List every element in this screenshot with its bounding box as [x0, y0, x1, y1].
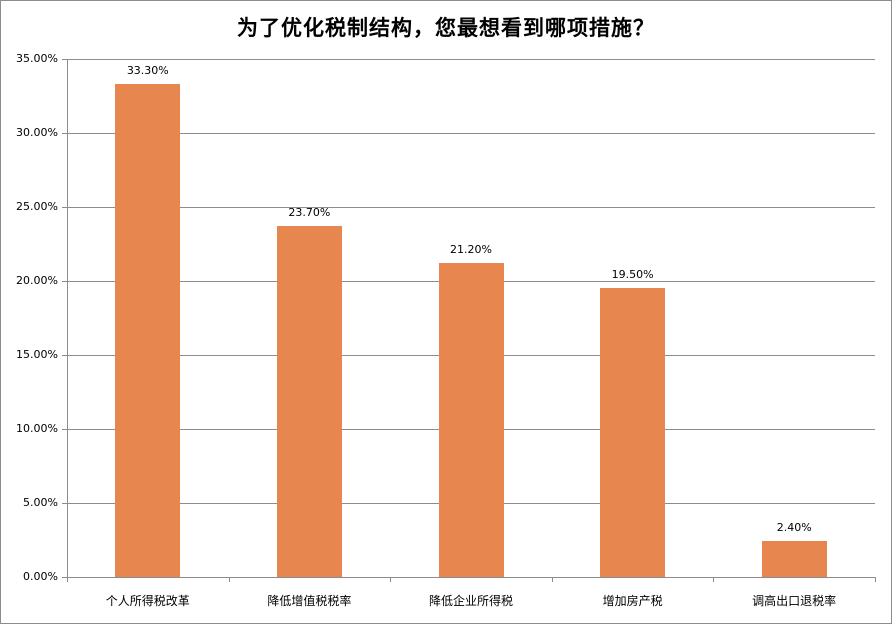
x-tick: [67, 577, 68, 582]
x-tick: [713, 577, 714, 582]
data-label: 33.30%: [126, 64, 169, 78]
bar: [600, 288, 666, 577]
y-tick-label: 15.00%: [16, 348, 58, 361]
bar: [761, 541, 827, 577]
y-tick-label: 5.00%: [23, 496, 58, 509]
x-tick-label: 降低企业所得税: [428, 594, 513, 608]
y-tick: [62, 207, 67, 208]
y-tick-label: 0.00%: [23, 570, 58, 583]
data-label: 19.50%: [611, 268, 654, 282]
x-tick-label: 个人所得税改革: [105, 594, 190, 608]
y-tick: [62, 281, 67, 282]
x-tick-label: 降低增值税税率: [267, 594, 352, 608]
data-label: 21.20%: [450, 243, 492, 257]
x-tick-label: 调高出口退税率: [752, 594, 837, 608]
y-tick: [62, 577, 67, 578]
data-label: 2.40%: [776, 521, 812, 535]
bar: [438, 263, 504, 577]
bar: [115, 84, 181, 577]
chart-title: 为了优化税制结构，您最想看到哪项措施？: [237, 15, 655, 40]
y-tick: [62, 59, 67, 60]
y-tick: [62, 355, 67, 356]
gridline: [67, 59, 875, 60]
y-axis-line: [67, 59, 68, 581]
y-tick: [62, 133, 67, 134]
plot-area: 33.30% 23.70% 21.20% 19.50% 2.40%: [62, 59, 876, 582]
x-tick: [875, 577, 876, 582]
x-tick: [552, 577, 553, 582]
x-tick: [229, 577, 230, 582]
y-tick-label: 20.00%: [16, 274, 58, 287]
y-tick: [62, 503, 67, 504]
x-axis-line: [63, 577, 875, 578]
bar: [276, 226, 342, 577]
y-tick-label: 30.00%: [16, 126, 58, 139]
x-tick: [390, 577, 391, 582]
x-tick-label: 增加房产税: [602, 594, 663, 608]
gridline: [67, 207, 875, 208]
gridline: [67, 133, 875, 134]
data-label: 23.70%: [288, 206, 331, 220]
y-tick-label: 35.00%: [16, 52, 58, 65]
y-tick-label: 25.00%: [16, 200, 58, 213]
y-tick-label: 10.00%: [16, 422, 58, 435]
y-tick: [62, 429, 67, 430]
